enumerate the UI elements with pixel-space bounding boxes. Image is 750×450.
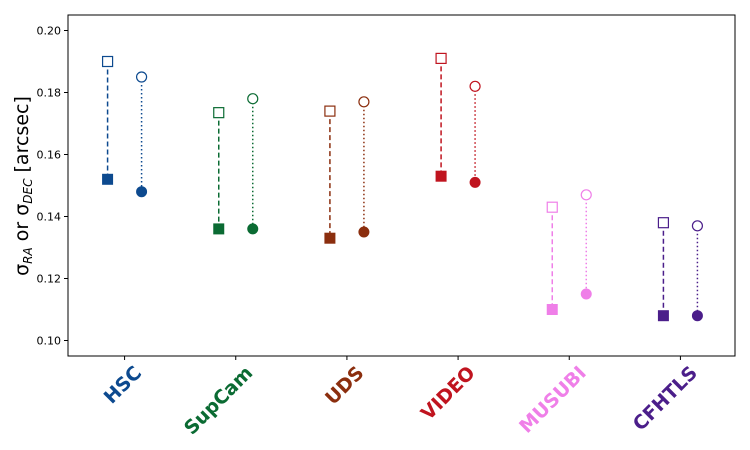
dec-open-circle-musubi [580,189,592,201]
dec-open-circle-video [469,80,481,92]
ra-open-square-uds [324,105,336,117]
ra-open-square-supcam [213,107,225,119]
x-axis: HSC SupCam UDS VIDEO MUSUBI CFHTLS [100,356,702,439]
x-tick-label-uds: UDS [321,362,368,409]
dec-open-circle-cfhtls [691,220,704,232]
y-tick-label: 0.10 [37,335,62,348]
y-tick-label: 0.12 [37,273,62,286]
y-axis-label: σRA or σDEC [arcsec] [11,96,35,276]
dec-filled-circle-video [469,176,481,188]
y-tick-label: 0.18 [37,87,62,100]
y-tick-label: 0.14 [37,211,62,224]
ra-filled-square-supcam [213,223,225,235]
ra-filled-square-musubi [546,304,558,315]
ra-open-square-hsc [101,55,114,68]
ra-filled-square-uds [324,232,336,244]
y-tick-label: 0.16 [37,149,62,162]
dec-filled-circle-cfhtls [691,310,703,322]
x-tick-label-video: VIDEO [417,362,480,425]
dec-filled-circle-hsc [136,186,148,198]
plot-area [67,14,736,357]
y-axis: 0.10 0.12 0.14 0.16 0.18 0.20 [37,25,68,348]
x-tick-label-hsc: HSC [100,362,146,408]
data-marks [101,52,704,322]
ra-open-square-musubi [546,201,558,213]
ra-open-square-cfhtls [657,217,670,229]
ra-open-square-video [435,52,447,65]
x-tick-label-supcam: SupCam [180,362,257,439]
ra-filled-square-video [435,170,447,182]
ra-filled-square-hsc [102,173,114,185]
dec-open-circle-uds [358,96,370,108]
y-tick-label: 0.20 [37,25,62,38]
ra-filled-square-cfhtls [657,310,669,322]
x-tick-label-cfhtls: CFHTLS [629,362,702,435]
x-tick-label-musubi: MUSUBI [515,362,591,438]
dec-filled-circle-musubi [580,288,592,300]
dec-filled-circle-supcam [247,223,259,235]
dec-open-circle-hsc [135,71,148,83]
dec-open-circle-supcam [247,93,259,105]
dec-filled-circle-uds [358,226,370,238]
